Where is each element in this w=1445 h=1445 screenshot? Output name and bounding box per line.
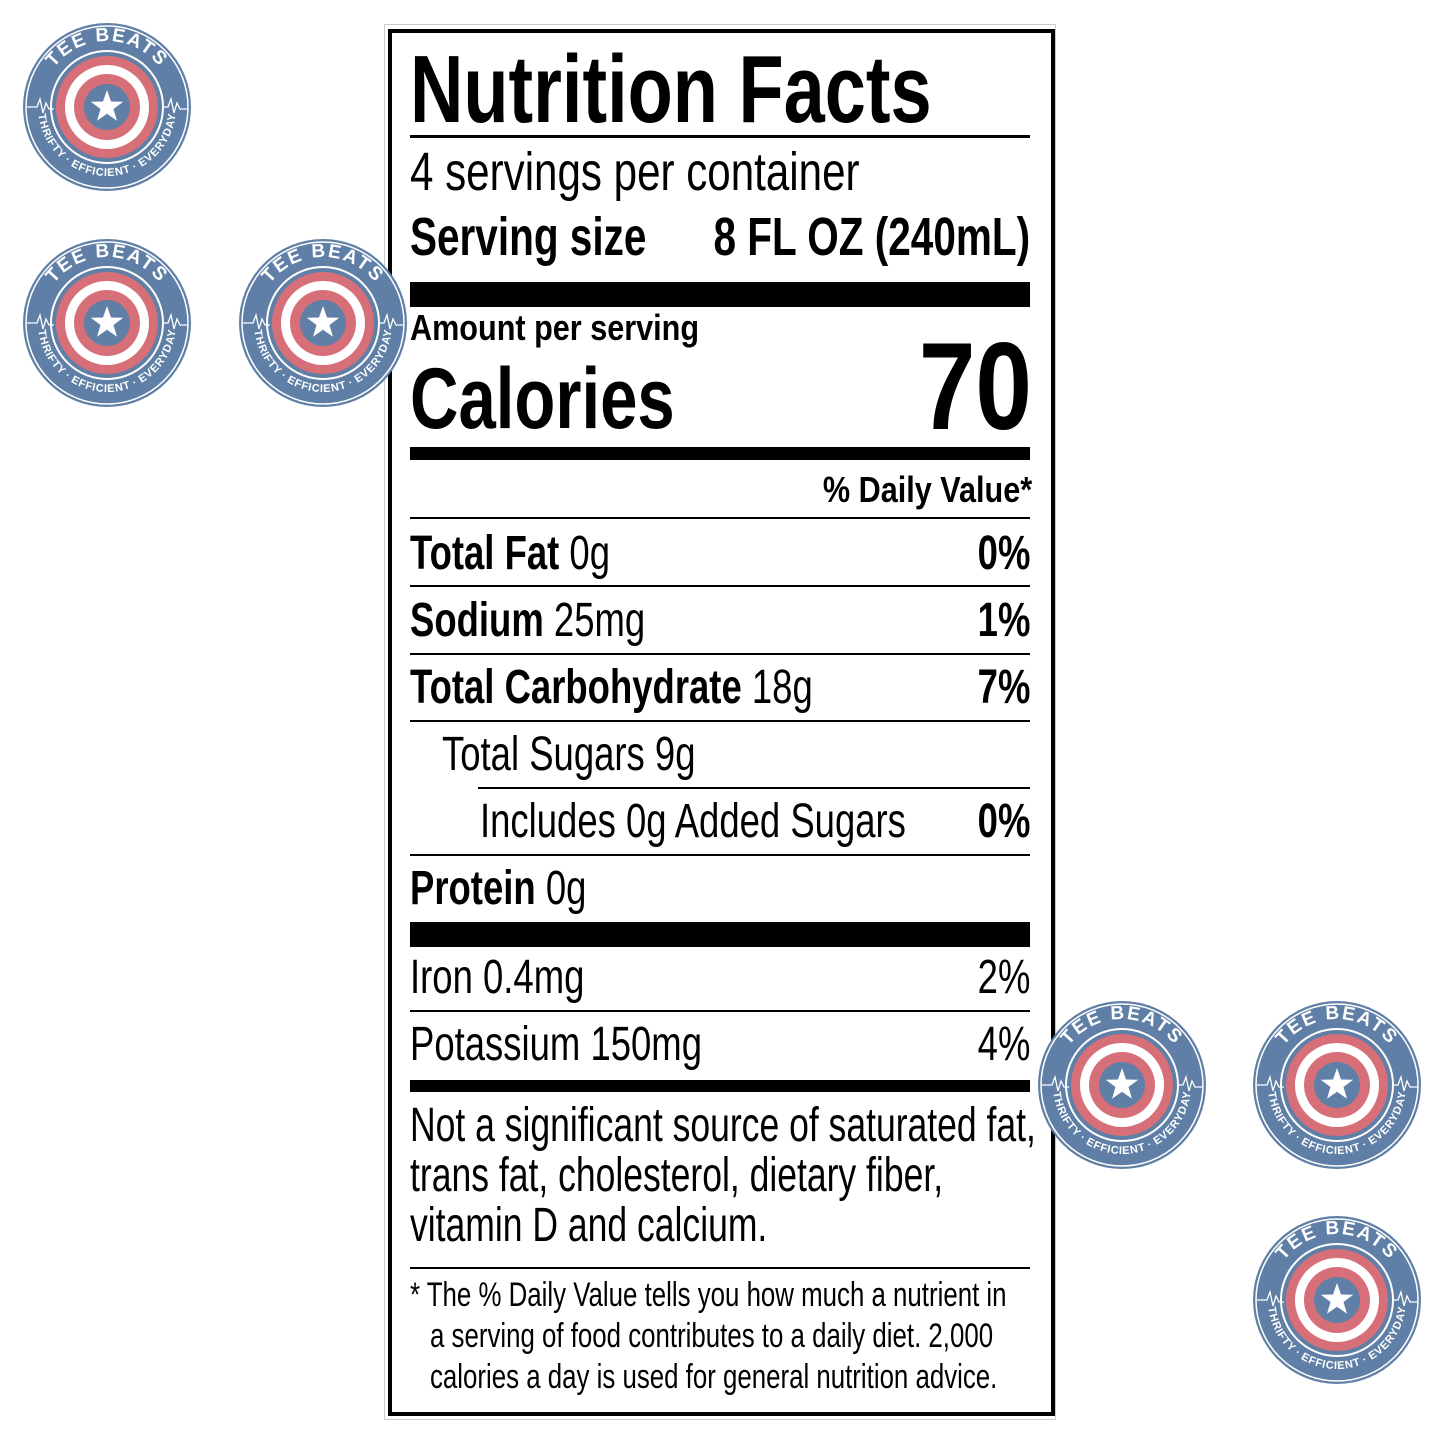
star-icon — [90, 90, 124, 121]
nutrient-total-fat: Total Fat 0g — [410, 530, 610, 578]
divider — [478, 787, 1030, 789]
nutrient-sodium: Sodium 25mg — [410, 597, 645, 645]
footnote-line: * The % Daily Value tells you how much a… — [410, 1276, 1007, 1314]
star-icon — [1105, 1068, 1139, 1099]
nutrient-dv: 1% — [977, 594, 1030, 647]
nutrient-amount: 25mg — [553, 594, 646, 647]
calories-value: 70 — [918, 318, 1032, 456]
daily-value-header: % Daily Value* — [822, 469, 1032, 510]
nutrient-amount: 0g — [545, 862, 587, 915]
star-icon — [306, 306, 340, 337]
amount-per-serving: Amount per serving — [410, 307, 700, 348]
nutrient-name: Sodium — [410, 594, 544, 647]
nutrient-dv: 0% — [977, 795, 1030, 848]
star-icon — [1320, 1283, 1354, 1314]
divider — [410, 854, 1030, 856]
note-line: Not a significant source of saturated fa… — [410, 1099, 1036, 1152]
medium-divider — [410, 1080, 1030, 1092]
nutrient-name: Protein — [410, 862, 536, 915]
thick-divider — [410, 282, 1030, 307]
nutrient-protein: Protein 0g — [410, 865, 586, 913]
star-icon — [1320, 1068, 1354, 1099]
divider — [410, 653, 1030, 655]
divider — [410, 585, 1030, 587]
medium-divider — [410, 447, 1030, 460]
star-icon — [90, 306, 124, 337]
label-background — [384, 24, 1056, 1420]
nutrient-added-sugars: Includes 0g Added Sugars — [480, 795, 906, 848]
nutrient-amount: 0g — [569, 527, 611, 580]
nutrient-name: Total Fat — [410, 527, 560, 580]
label-title: Nutrition Facts — [410, 36, 932, 143]
mineral-potassium: Potassium 150mg — [410, 1018, 702, 1071]
serving-size-label: Serving size — [410, 207, 647, 267]
note-line: trans fat, cholesterol, dietary fiber, — [410, 1149, 944, 1202]
nutrient-dv: 7% — [977, 661, 1030, 714]
mineral-dv: 2% — [977, 951, 1030, 1004]
nutrient-amount: 18g — [751, 661, 813, 714]
footnote-line: calories a day is used for general nutri… — [430, 1358, 998, 1396]
mineral-dv: 4% — [977, 1018, 1030, 1071]
divider — [410, 517, 1030, 519]
thick-divider — [410, 922, 1030, 947]
nutrient-total-sugars: Total Sugars 9g — [442, 728, 696, 781]
divider — [410, 135, 1030, 138]
serving-size-value: 8 FL OZ (240mL) — [713, 207, 1030, 267]
mineral-iron: Iron 0.4mg — [410, 951, 585, 1004]
note-line: vitamin D and calcium. — [410, 1199, 768, 1252]
nutrition-facts-label — [388, 29, 1055, 1416]
nutrient-dv: 0% — [977, 527, 1030, 580]
nutrient-total-carbohydrate: Total Carbohydrate 18g — [410, 664, 813, 712]
divider — [410, 1010, 1030, 1012]
divider — [410, 720, 1030, 722]
calories-label: Calories — [410, 351, 675, 447]
footnote-line: a serving of food contributes to a daily… — [430, 1317, 994, 1355]
servings-per-container: 4 servings per container — [410, 142, 860, 202]
nutrient-name: Total Carbohydrate — [410, 661, 742, 714]
divider — [410, 1267, 1030, 1269]
